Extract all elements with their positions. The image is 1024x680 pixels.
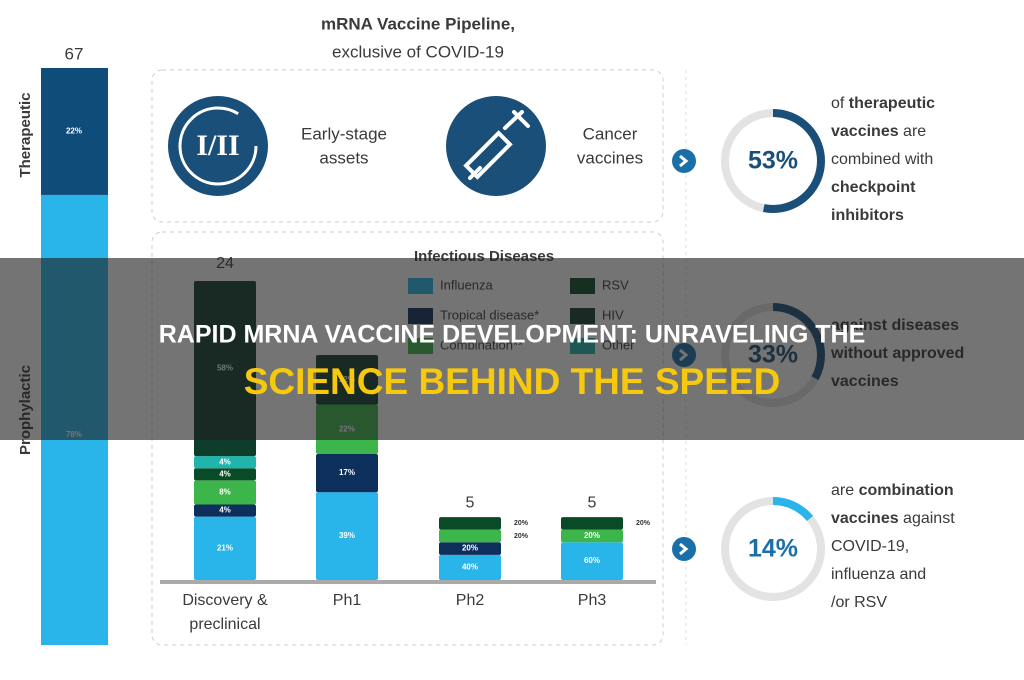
stat-text: vaccines [831,510,899,527]
stat-value: 53% [748,147,798,175]
category-label: preclinical [189,616,260,633]
segment-label: 21% [217,543,233,552]
ring-arc [721,497,825,601]
bar-segment [439,554,501,580]
category-label: Ph3 [578,592,607,609]
total-segment [41,68,108,195]
segment-label: 40% [462,563,478,572]
stat-line: COVID-19, [831,538,909,555]
bar-segment [194,468,256,481]
banner-bg [0,258,1024,440]
category-label: Ph2 [456,592,485,609]
bar-segment [194,480,256,505]
stat-line: influenza and [831,566,926,583]
stat-value: 14% [748,535,798,563]
asset-label: assets [319,148,368,167]
total-segment-label: 22% [66,127,82,136]
asset-label: Cancer [583,124,638,143]
bar-segment [439,517,501,530]
stat-text: inhibitors [831,207,904,224]
segment-label: 60% [584,556,600,565]
stat-line: vaccines are [831,123,926,140]
subtitle: exclusive of COVID-19 [332,42,504,61]
segment-label: 20% [462,544,478,553]
ring-arc [721,109,825,213]
segment-label: 4% [219,457,231,466]
bar-segment [316,492,378,580]
bar-total: 5 [588,494,597,511]
arrow [679,154,689,168]
stat-text: vaccines [831,123,899,140]
stat-text: of [831,95,849,112]
phase-icon-text: I/II [196,129,239,162]
title: mRNA Vaccine Pipeline, [321,14,515,33]
bar-segment [439,529,501,543]
category-label: Ph1 [333,592,362,609]
stat-text: against [899,510,956,527]
stat-line: /or RSV [831,594,887,611]
phase-icon [168,96,268,196]
asset-label: vaccines [577,148,643,167]
stat-text: influenza and [831,566,926,583]
total-segment-name: Therapeutic [17,92,34,177]
segment-label: 4% [219,506,231,515]
bar-segment [561,542,623,580]
segment-label: 17% [339,468,355,477]
asset-label: Early-stage [301,124,387,143]
segment-label: 39% [339,531,355,540]
stat-text: combined with [831,151,933,168]
stat-text: COVID-19, [831,538,909,555]
phase-icon-ring [178,106,258,186]
bar-segment [194,516,256,580]
bar-segment [439,542,501,555]
stat-line: combined with [831,151,933,168]
bar-segment [561,517,623,530]
total-label: 67 [65,44,84,63]
stat-line: are combination [831,482,954,499]
stat-text: are [831,482,859,499]
stat-text: combination [859,482,954,499]
stat-line: vaccines against [831,510,955,527]
bar-segment [194,456,256,469]
segment-label: 20% [636,520,651,527]
bar-segment [561,529,623,543]
assets-box [151,69,664,223]
stat-line: of therapeutic [831,95,935,112]
arrow [679,542,689,556]
stat-text: /or RSV [831,594,887,611]
segment-label: 20% [584,531,600,540]
stat-text: are [899,123,927,140]
banner-line1: Rapid mRNA Vaccine Development: Unraveli… [159,321,866,349]
category-label: Discovery & [182,592,268,609]
segment-label: 4% [219,469,231,478]
segment-label: 20% [514,520,529,527]
syringe-icon [446,96,546,196]
segment-label: 8% [219,488,231,497]
bar-total: 5 [466,494,475,511]
bar-segment [194,504,256,517]
stat-line: checkpoint [831,179,916,196]
stat-line: inhibitors [831,207,904,224]
syringe [463,110,530,180]
stat-text: checkpoint [831,179,916,196]
bar-segment [316,454,378,493]
stat-text: therapeutic [849,95,935,112]
segment-label: 20% [514,533,529,540]
banner-line2: SCIENCE BEHIND THE SPEED [244,361,781,402]
